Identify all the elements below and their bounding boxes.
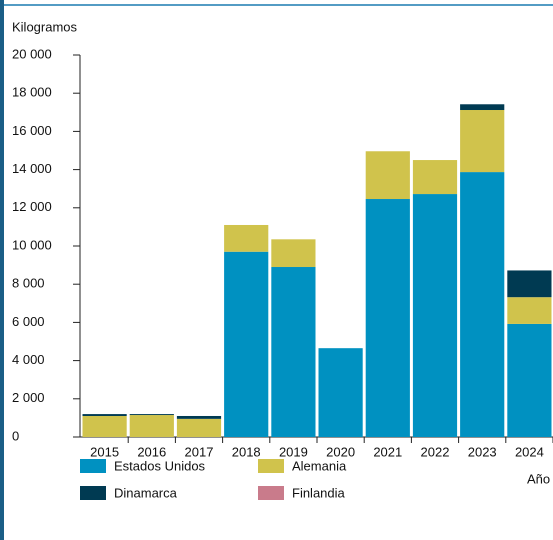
bar-segment: [460, 104, 505, 111]
bar-segment: [460, 110, 505, 173]
bar-segment: [412, 160, 458, 195]
x-tick-label: 2023: [468, 444, 497, 459]
y-tick-label: 12 000: [12, 199, 52, 214]
x-tick-label: 2020: [326, 444, 355, 459]
bar-segment: [365, 151, 410, 200]
bar-segment: [176, 415, 222, 419]
y-tick-label: 8 000: [12, 276, 45, 291]
bar-segment: [271, 239, 316, 268]
y-tick-label: 6 000: [12, 314, 45, 329]
bar-segment: [82, 414, 127, 416]
bar-segment: [271, 267, 316, 437]
x-tick-label: 2017: [185, 444, 214, 459]
legend-label: Alemania: [292, 458, 347, 473]
bar-segment: [460, 172, 505, 437]
legend-label: Dinamarca: [114, 485, 178, 500]
x-tick-label: 2021: [373, 444, 402, 459]
bar-segment: [365, 199, 410, 437]
bar-segment: [507, 270, 552, 298]
bar-segment: [224, 224, 269, 252]
bar-segment: [176, 418, 222, 437]
bar-segment: [82, 415, 127, 437]
bar-segment: [129, 415, 174, 437]
x-axis-label: Año: [527, 471, 550, 486]
y-tick-label: 4 000: [12, 352, 45, 367]
y-tick-label: 0: [12, 428, 19, 443]
bar-segment: [129, 414, 174, 416]
bar-segment: [412, 194, 458, 437]
bar-segment: [224, 251, 269, 437]
y-tick-label: 14 000: [12, 161, 52, 176]
left-border: [0, 0, 4, 540]
legend-label: Estados Unidos: [114, 458, 206, 473]
x-tick-label: 2019: [279, 444, 308, 459]
legend-swatch: [80, 486, 106, 500]
y-tick-label: 18 000: [12, 85, 52, 100]
bar-segment: [507, 297, 552, 324]
y-tick-label: 16 000: [12, 123, 52, 138]
x-tick-label: 2022: [421, 444, 450, 459]
x-tick-label: 2015: [90, 444, 119, 459]
y-axis-label: Kilogramos: [12, 19, 78, 34]
x-tick-label: 2024: [515, 444, 544, 459]
legend-swatch: [258, 486, 284, 500]
y-tick-label: 2 000: [12, 390, 45, 405]
bar-segment: [507, 323, 552, 437]
x-tick-label: 2018: [232, 444, 261, 459]
y-tick-label: 20 000: [12, 46, 52, 61]
bar-segment: [318, 348, 363, 437]
legend-label: Finlandia: [292, 485, 346, 500]
legend-swatch: [80, 459, 106, 473]
y-tick-label: 10 000: [12, 237, 52, 252]
legend-swatch: [258, 459, 284, 473]
x-tick-label: 2016: [137, 444, 166, 459]
